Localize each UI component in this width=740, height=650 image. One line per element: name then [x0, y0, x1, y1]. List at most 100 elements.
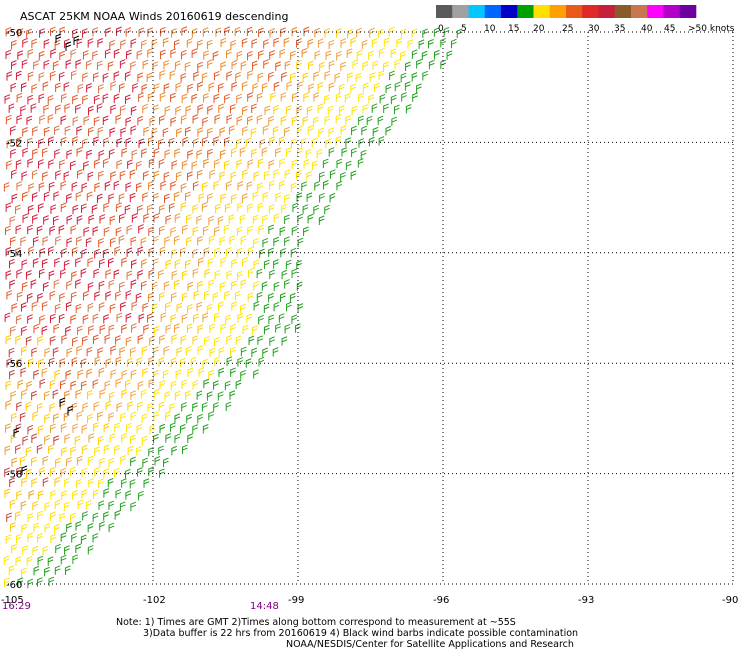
wind-barb: [209, 169, 216, 180]
wind-barb: [44, 501, 51, 512]
wind-barb: [25, 336, 32, 346]
wind-barb: [130, 456, 136, 467]
longitude-label: -102: [143, 595, 166, 606]
wind-barb: [26, 115, 33, 126]
wind-barb: [198, 193, 205, 203]
wind-barb: [368, 50, 374, 61]
wind-barb: [335, 92, 342, 102]
wind-barb: [48, 159, 54, 169]
wind-barb: [60, 554, 67, 565]
wind-barb: [329, 169, 336, 179]
wind-barb: [6, 512, 12, 522]
wind-barb: [81, 380, 87, 391]
wind-barb: [180, 335, 187, 345]
wind-barb: [5, 270, 12, 280]
wind-barb: [269, 136, 275, 146]
wind-barb: [22, 213, 29, 223]
wind-barb: [204, 290, 210, 300]
wind-barb: [259, 248, 265, 259]
wind-barb: [108, 412, 115, 422]
wind-barb: [368, 136, 375, 147]
wind-barb: [230, 367, 236, 378]
wind-barb: [97, 435, 104, 446]
wind-barb: [10, 433, 17, 443]
wind-barb: [20, 105, 26, 115]
wind-barb: [170, 314, 177, 324]
wind-barb: [142, 457, 149, 468]
wind-barb: [102, 248, 109, 259]
wind-barb: [76, 478, 82, 489]
latitude-labels: -50 -52 -54 -56 -58 -60: [6, 28, 22, 591]
wind-barb: [43, 104, 50, 114]
wind-barb: [136, 49, 143, 60]
wind-barb: [185, 346, 192, 356]
wind-barb: [237, 357, 244, 367]
wind-barb: [49, 225, 56, 236]
wind-barb: [121, 389, 128, 399]
wind-barb: [137, 72, 144, 82]
wind-barb: [9, 215, 16, 226]
wind-barb: [173, 191, 180, 202]
wind-barb: [446, 50, 453, 60]
wind-barb: [237, 181, 244, 191]
wind-barb: [268, 115, 274, 126]
wind-barb: [55, 235, 61, 246]
wind-barb: [72, 204, 79, 215]
wind-barb: [250, 127, 257, 138]
wind-barb: [114, 422, 120, 433]
wind-barb: [263, 259, 270, 270]
wind-barb: [143, 126, 150, 137]
wind-barb: [80, 534, 87, 544]
wind-barb: [207, 59, 213, 69]
wind-barb: [140, 237, 147, 247]
wind-barb: [6, 138, 13, 149]
wind-barb: [10, 125, 16, 136]
wind-barb: [170, 92, 176, 103]
wind-barb: [96, 103, 103, 113]
wind-barb: [66, 280, 72, 290]
wind-barb: [76, 169, 83, 179]
wind-barb: [296, 38, 302, 48]
wind-barb: [86, 83, 92, 93]
wind-barb: [407, 39, 414, 49]
wind-barb: [42, 477, 49, 487]
wind-barb: [313, 92, 320, 102]
wind-barb: [261, 147, 268, 157]
wind-barb: [303, 159, 310, 169]
wind-barb: [131, 323, 137, 333]
wind-barb: [290, 50, 296, 61]
wind-barb: [115, 489, 122, 499]
wind-barb: [186, 214, 192, 224]
wind-barb: [25, 446, 32, 457]
wind-barb: [70, 224, 77, 235]
wind-barb: [192, 248, 199, 259]
wind-barb: [54, 369, 61, 380]
wind-barb: [93, 422, 99, 432]
wind-barb: [158, 225, 165, 236]
wind-barb: [171, 28, 177, 38]
wind-barb: [296, 125, 303, 136]
wind-barb: [105, 358, 112, 368]
wind-barb: [241, 81, 248, 91]
wind-barb: [121, 147, 128, 158]
wind-barb: [302, 116, 309, 126]
wind-barb: [38, 50, 45, 61]
wind-barb: [138, 92, 144, 102]
wind-barb: [94, 356, 101, 366]
wind-barb: [218, 103, 224, 114]
wind-barb: [324, 115, 331, 125]
wind-barb: [59, 379, 66, 390]
wind-barb: [273, 236, 279, 247]
wind-barb: [285, 105, 292, 115]
legend-label: 30: [588, 24, 600, 34]
wind-barb: [213, 401, 219, 412]
wind-barb: [88, 433, 95, 443]
wind-barb: [268, 314, 275, 324]
wind-barb: [110, 171, 116, 181]
wind-barb: [158, 138, 164, 149]
wind-barb: [71, 247, 78, 257]
wind-barb: [92, 512, 99, 523]
wind-barb: [126, 49, 132, 59]
wind-barb: [218, 367, 225, 378]
wind-barb: [405, 104, 412, 114]
